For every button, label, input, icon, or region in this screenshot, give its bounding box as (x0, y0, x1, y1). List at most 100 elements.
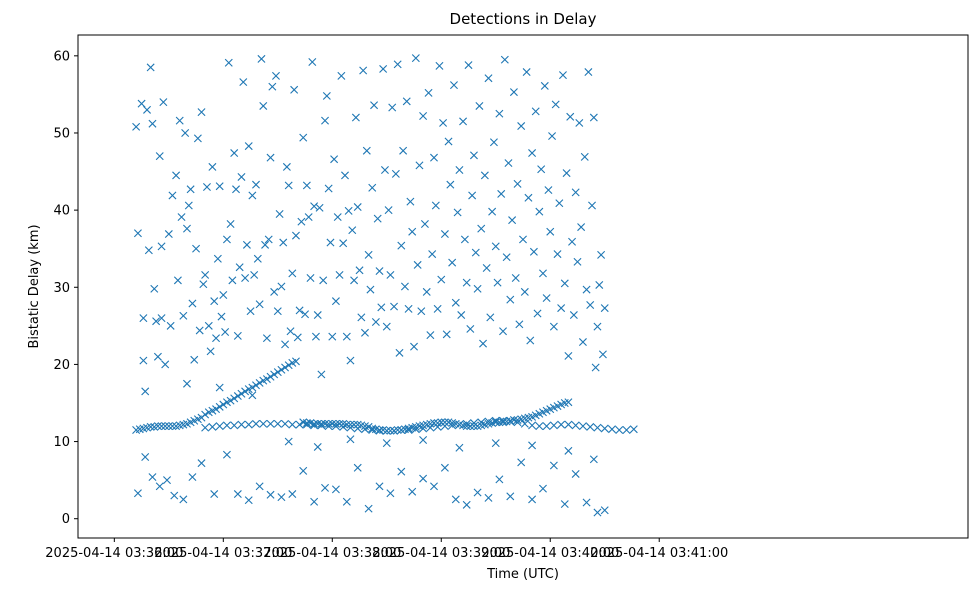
detection-marker (193, 134, 202, 143)
detection-marker (397, 467, 406, 476)
detection-marker (331, 422, 340, 431)
detection-marker (342, 497, 351, 506)
detection-marker (255, 482, 264, 491)
detection-marker (224, 58, 233, 67)
detection-marker (201, 410, 210, 419)
detection-marker (589, 455, 598, 464)
detection-marker (506, 492, 515, 501)
detection-marker (317, 370, 326, 379)
detection-marker (484, 417, 493, 426)
detection-marker (540, 81, 549, 90)
detection-marker (497, 189, 506, 198)
detection-marker (360, 425, 369, 434)
detection-marker (555, 199, 564, 208)
detection-marker (428, 250, 437, 259)
detection-marker (588, 201, 597, 210)
detection-marker (261, 240, 270, 249)
detection-marker (210, 490, 219, 499)
detection-marker (568, 237, 577, 246)
detection-marker (215, 383, 224, 392)
detection-marker (271, 71, 280, 80)
detection-marker (584, 68, 593, 77)
detection-marker (328, 419, 337, 428)
detection-marker (469, 422, 478, 431)
detection-marker (513, 179, 522, 188)
detection-marker (188, 299, 197, 308)
detection-marker (273, 419, 282, 428)
detection-marker (339, 422, 348, 431)
detection-marker (408, 487, 417, 496)
detection-marker (284, 181, 293, 190)
detection-marker (310, 419, 319, 428)
detection-marker (386, 270, 395, 279)
detection-marker (222, 421, 231, 430)
detection-marker (333, 213, 342, 222)
detection-marker (531, 107, 540, 116)
detection-marker (522, 68, 531, 77)
detection-marker (357, 313, 366, 322)
detection-marker (504, 159, 513, 168)
detection-marker (331, 419, 340, 428)
detection-marker (172, 171, 181, 180)
detection-marker (143, 105, 152, 114)
detection-marker (319, 276, 328, 285)
y-tick-label: 40 (53, 204, 70, 219)
detection-marker (431, 201, 440, 210)
detection-marker (310, 421, 319, 430)
detection-marker (479, 339, 488, 348)
detection-marker (586, 301, 595, 310)
x-axis-label: Time (UTC) (486, 567, 559, 582)
detection-marker (242, 240, 251, 249)
chart-title: Detections in Delay (450, 10, 597, 28)
detection-marker (279, 238, 288, 247)
detection-marker (179, 311, 188, 320)
detection-marker (208, 162, 217, 171)
detection-marker (482, 263, 491, 272)
detection-marker (273, 368, 282, 377)
detection-marker (462, 500, 471, 509)
detection-marker (317, 421, 326, 430)
detection-marker (489, 138, 498, 147)
detection-marker (222, 450, 231, 459)
detection-marker (595, 280, 604, 289)
detection-marker (262, 375, 271, 384)
detection-marker (386, 489, 395, 498)
detection-marker (173, 276, 182, 285)
detection-marker (517, 458, 526, 467)
detection-marker (571, 469, 580, 478)
detection-marker (435, 61, 444, 70)
detection-marker (302, 420, 311, 429)
detection-marker (150, 284, 159, 293)
detection-marker (315, 203, 324, 212)
detection-marker (157, 242, 166, 251)
detection-marker (440, 230, 449, 239)
detection-marker (375, 482, 384, 491)
detection-marker (528, 441, 537, 450)
detection-marker (419, 424, 428, 433)
detection-marker (477, 418, 486, 427)
detection-marker (615, 426, 624, 434)
detection-marker (306, 274, 315, 283)
detection-marker (146, 422, 155, 431)
detection-marker (233, 490, 242, 499)
x-tick-label: 2025-04-14 03:38:00 (263, 546, 401, 561)
detection-marker (291, 357, 300, 366)
detection-marker (331, 485, 340, 494)
detection-marker (382, 439, 391, 448)
detection-marker (219, 290, 228, 299)
detection-marker (139, 314, 148, 323)
detection-marker (353, 424, 362, 433)
detection-marker (406, 197, 415, 206)
detection-marker (390, 302, 399, 311)
detection-marker (457, 311, 466, 320)
detection-marker (491, 418, 500, 427)
detection-marker (201, 423, 210, 432)
detection-marker (575, 118, 584, 127)
detection-marker (324, 419, 333, 428)
detection-marker (270, 287, 279, 296)
detection-marker (355, 266, 364, 275)
detection-marker (153, 352, 162, 361)
